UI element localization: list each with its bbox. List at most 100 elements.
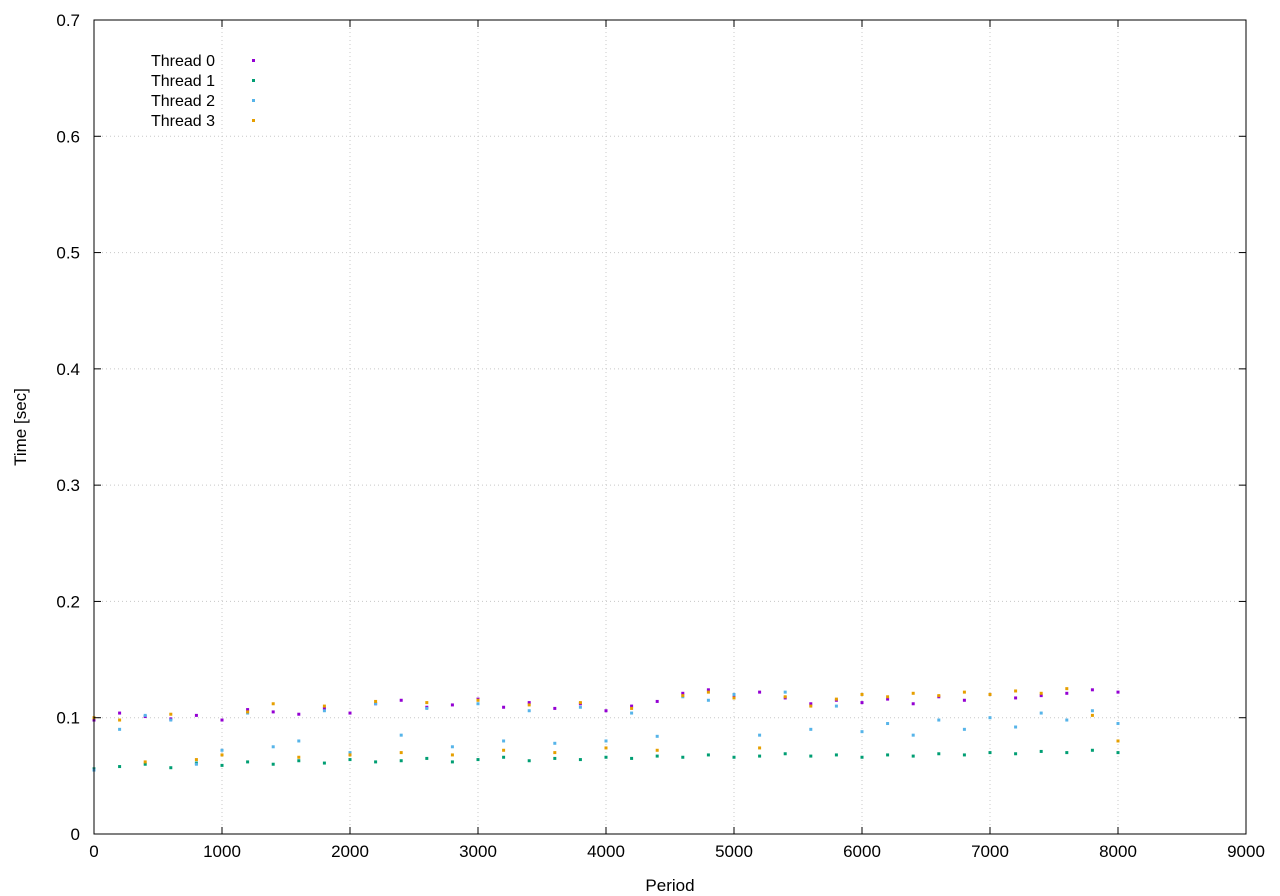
data-point — [297, 759, 301, 763]
data-point — [1065, 687, 1069, 691]
data-point — [399, 698, 403, 702]
data-point — [758, 754, 762, 758]
data-point — [630, 711, 634, 715]
x-axis-title: Period — [645, 876, 694, 895]
data-point — [886, 722, 890, 726]
data-point — [681, 755, 685, 759]
data-point — [527, 759, 531, 763]
y-tick-label: 0.6 — [56, 127, 80, 146]
data-point — [578, 758, 582, 762]
data-point — [834, 704, 838, 708]
data-point — [706, 753, 710, 757]
legend-label: Thread 3 — [151, 113, 215, 130]
data-point — [476, 698, 480, 702]
data-point — [169, 718, 173, 722]
data-point — [194, 758, 198, 762]
data-point — [425, 701, 429, 705]
data-point — [322, 761, 326, 765]
data-point — [732, 755, 736, 759]
data-point — [886, 695, 890, 699]
data-point — [809, 704, 813, 708]
data-point — [809, 702, 813, 706]
data-point — [604, 739, 608, 743]
data-point — [1090, 688, 1094, 692]
data-point — [399, 751, 403, 755]
data-point — [1116, 722, 1120, 726]
grid — [94, 20, 1246, 834]
data-point — [220, 753, 224, 757]
y-tick-label: 0.4 — [56, 360, 80, 379]
data-point — [655, 699, 659, 703]
data-point — [1090, 713, 1094, 717]
data-point — [450, 753, 454, 757]
data-point — [809, 727, 813, 731]
data-point — [271, 745, 275, 749]
series-2 — [92, 690, 1120, 772]
data-point — [655, 754, 659, 758]
data-point — [886, 753, 890, 757]
data-point — [271, 702, 275, 706]
x-tick-label: 9000 — [1227, 842, 1265, 861]
data-point — [169, 712, 173, 716]
data-point — [246, 708, 250, 712]
data-point — [1116, 751, 1120, 755]
legend-marker — [252, 99, 255, 102]
data-point — [553, 706, 557, 710]
data-point — [425, 706, 429, 710]
data-point — [348, 753, 352, 757]
data-point — [118, 711, 122, 715]
data-point — [706, 688, 710, 692]
data-point — [886, 697, 890, 701]
data-point — [348, 751, 352, 755]
data-point — [322, 704, 326, 708]
data-point — [604, 709, 608, 713]
x-tick-label: 1000 — [203, 842, 241, 861]
data-point — [732, 696, 736, 700]
data-point — [220, 718, 224, 722]
data-point — [655, 748, 659, 752]
data-point — [527, 703, 531, 707]
data-point — [502, 748, 506, 752]
data-point — [578, 705, 582, 709]
y-tick-label: 0 — [71, 825, 80, 844]
plot-frame — [93, 19, 1247, 835]
legend-label: Thread 0 — [151, 53, 215, 70]
data-point — [911, 733, 915, 737]
data-point — [860, 692, 864, 696]
data-point — [143, 762, 147, 766]
data-point — [220, 748, 224, 752]
data-point — [143, 760, 147, 764]
data-points — [92, 687, 1120, 772]
legend-marker — [252, 79, 255, 82]
axis-ticks — [93, 19, 1247, 835]
y-tick-label: 0.5 — [56, 244, 80, 263]
data-point — [681, 691, 685, 695]
data-point — [988, 751, 992, 755]
y-tick-label: 0.2 — [56, 592, 80, 611]
data-point — [246, 760, 250, 764]
data-point — [758, 733, 762, 737]
y-tick-labels: 0 0.1 0.2 0.3 0.4 0.5 0.6 0.7 — [56, 11, 80, 844]
data-point — [681, 694, 685, 698]
data-point — [553, 741, 557, 745]
x-tick-label: 4000 — [587, 842, 625, 861]
data-point — [502, 755, 506, 759]
data-point — [194, 713, 198, 717]
y-tick-label: 0.7 — [56, 11, 80, 30]
x-tick-label: 7000 — [971, 842, 1009, 861]
series-3 — [92, 687, 1120, 764]
data-point — [783, 752, 787, 756]
data-point — [655, 734, 659, 738]
data-point — [1116, 690, 1120, 694]
data-point — [630, 756, 634, 760]
data-point — [937, 752, 941, 756]
data-point — [1039, 749, 1043, 753]
data-point — [553, 756, 557, 760]
data-point — [348, 758, 352, 762]
x-tick-label: 0 — [89, 842, 98, 861]
data-point — [527, 701, 531, 705]
data-point — [911, 691, 915, 695]
data-point — [1039, 691, 1043, 695]
data-point — [1039, 711, 1043, 715]
data-point — [783, 690, 787, 694]
